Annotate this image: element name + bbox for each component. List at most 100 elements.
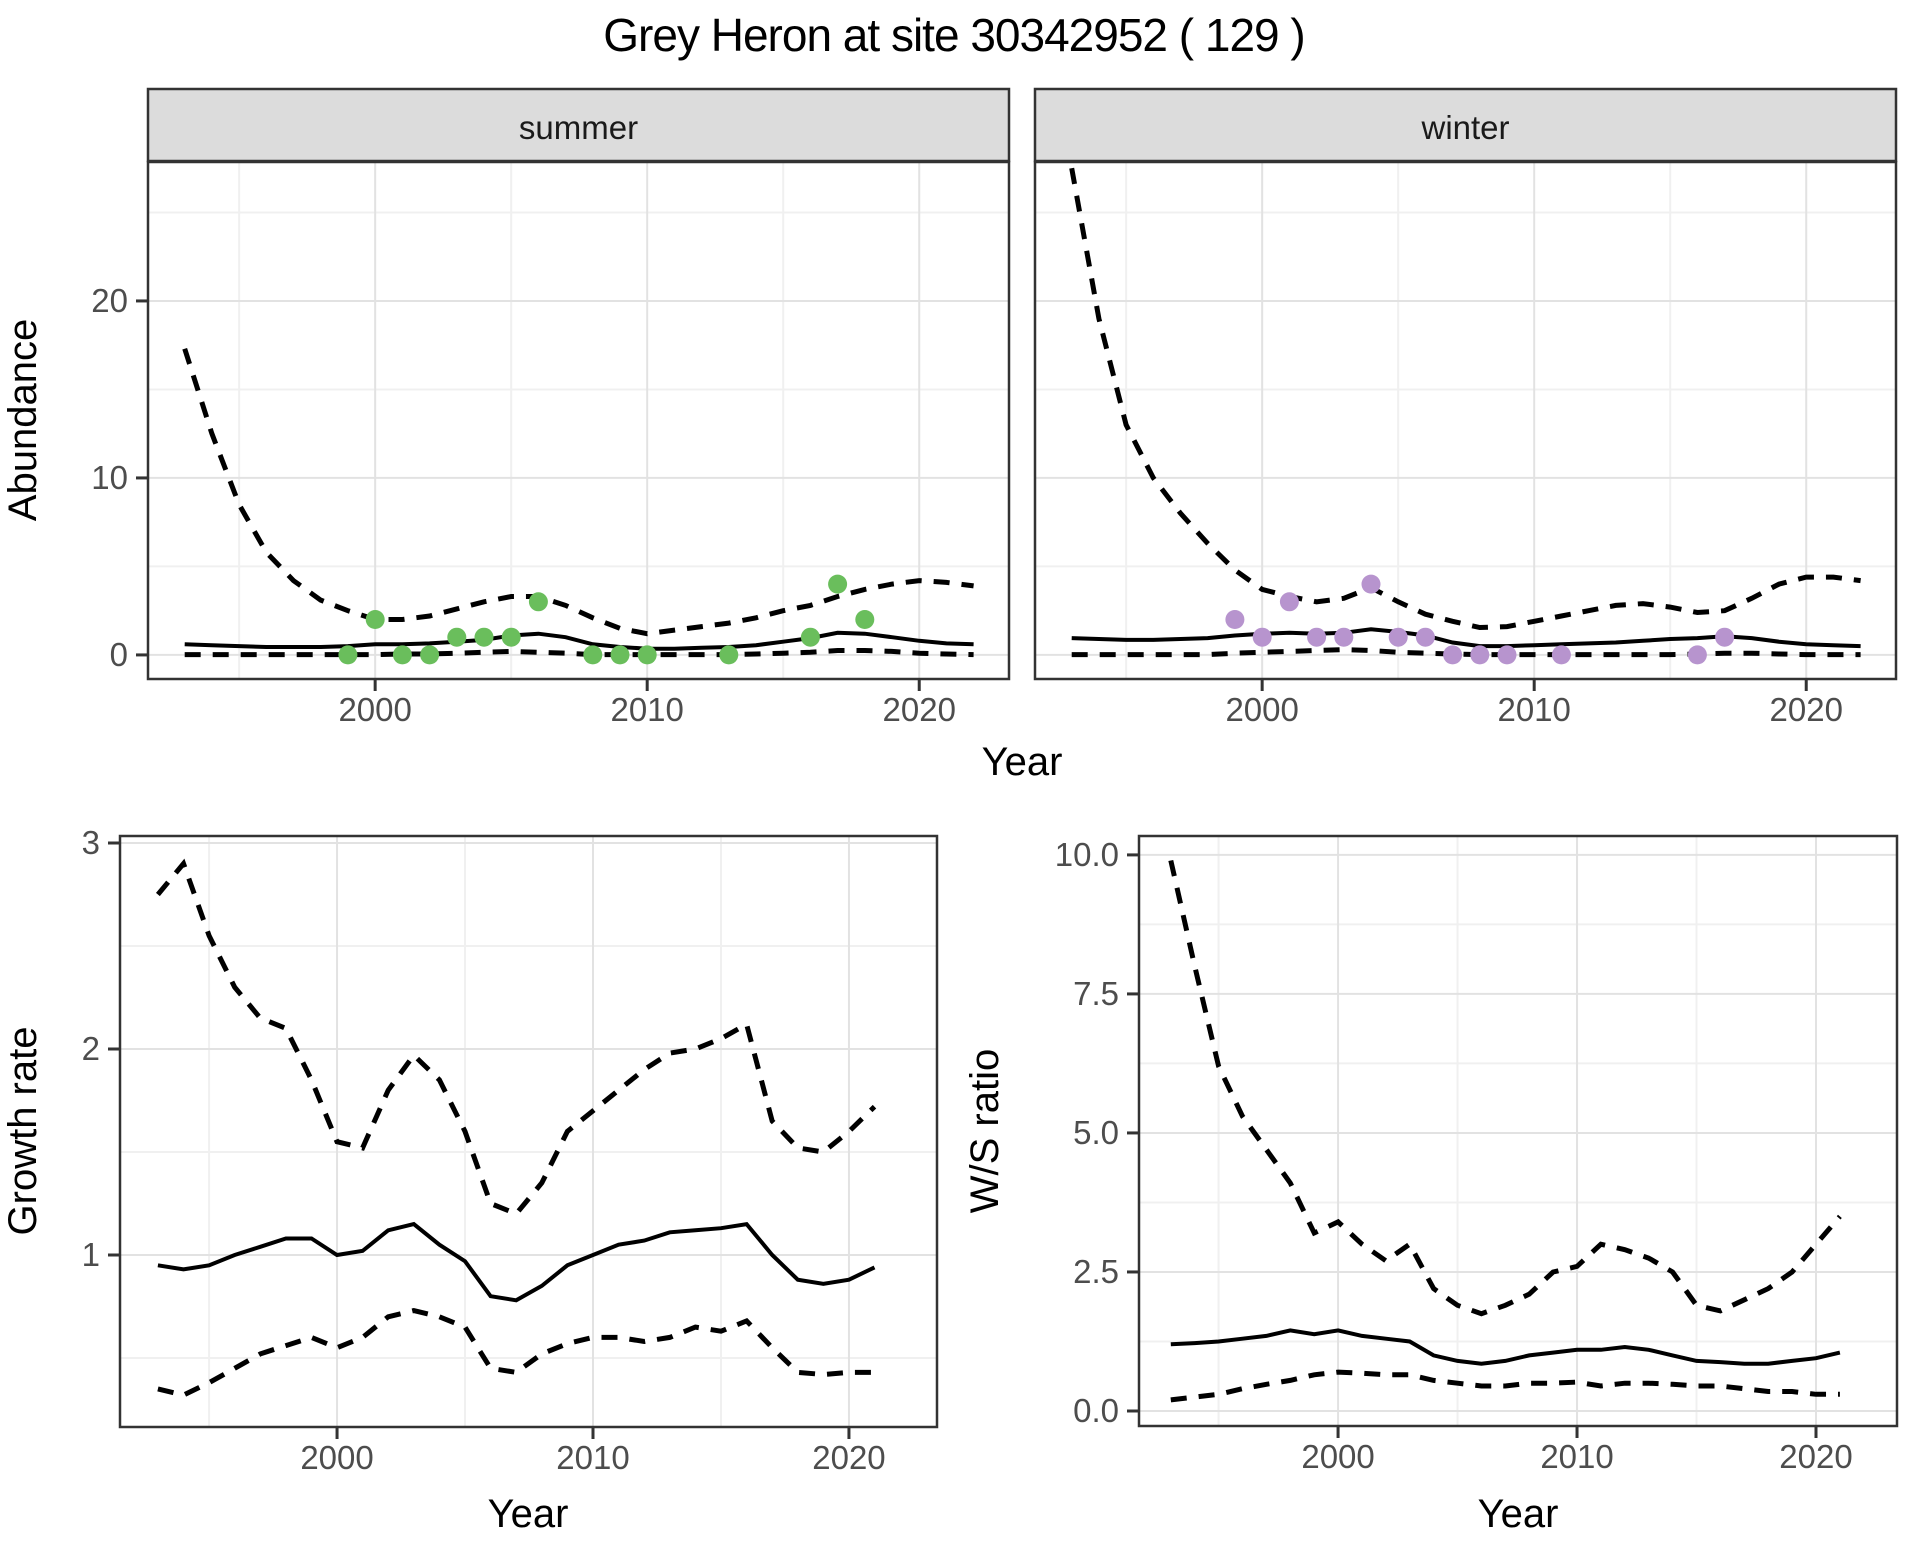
grid-minor — [1139, 836, 1897, 1426]
y-tick-label: 7.5 — [1073, 975, 1119, 1012]
x-tick-label: 2000 — [300, 1439, 373, 1476]
panel-background — [1139, 836, 1897, 1426]
series-median-line — [184, 630, 974, 651]
data-point — [1715, 627, 1735, 647]
series-lower-95ci-line — [184, 648, 974, 658]
data-point — [501, 627, 521, 647]
data-point — [420, 645, 440, 665]
data-point — [1334, 627, 1354, 647]
data-point — [800, 627, 820, 647]
y-tick-label: 10.0 — [1055, 836, 1119, 873]
y-axis: 0.0 2.5 5.0 7.5 10.0 — [1055, 836, 1139, 1429]
data-point — [1361, 574, 1381, 594]
y-axis-title: W/S ratio — [963, 1049, 1007, 1213]
series-median-line — [157, 1221, 876, 1303]
x-tick-label: 2010 — [610, 691, 683, 728]
facet-strip — [146, 87, 1011, 163]
x-tick-label: 2010 — [1497, 691, 1570, 728]
data-point — [855, 610, 875, 629]
data-point — [1470, 645, 1490, 665]
y-tick-label: 20 — [91, 282, 128, 319]
observed-abundance-points — [338, 574, 875, 665]
x-tick-label: 2020 — [1779, 1438, 1852, 1475]
x-axis: 2000 2010 2020 — [338, 679, 956, 728]
data-point — [528, 592, 548, 612]
panel-background — [120, 836, 937, 1427]
grid-major — [148, 162, 1009, 679]
data-point — [447, 627, 467, 647]
series-lower-95ci-line — [1170, 1369, 1840, 1403]
x-axis-title: Year — [1478, 1492, 1559, 1536]
panel-border — [1137, 834, 1899, 1428]
data-point — [1551, 645, 1571, 665]
panel-growth-rate: 2000 2010 2020 1 2 3 — [82, 824, 939, 1476]
y-tick-label: 3 — [82, 824, 100, 861]
panel-border — [118, 834, 939, 1429]
y-tick-label: 10 — [91, 459, 128, 496]
series-lower-95ci-line — [1071, 647, 1861, 658]
chart-title: Grey Heron at site 30342952 ( 129 ) — [603, 9, 1305, 61]
data-point — [1687, 645, 1707, 665]
facet-strip — [1033, 87, 1898, 163]
grid-major — [120, 836, 937, 1427]
x-axis: 2000 2010 2020 — [1225, 679, 1843, 728]
data-point — [637, 645, 657, 665]
data-point — [583, 645, 603, 665]
y-tick-label: 1 — [82, 1236, 100, 1273]
data-point — [338, 645, 358, 665]
data-point — [719, 645, 739, 665]
y-tick-label: 0 — [110, 636, 128, 673]
x-tick-label: 2000 — [1301, 1438, 1374, 1475]
panel-ws-ratio: 2000 2010 2020 0.0 2.5 5.0 7.5 10.0 — [1055, 834, 1899, 1475]
series-upper-95ci-line — [1069, 167, 1861, 631]
data-point — [1252, 627, 1272, 647]
data-point — [610, 645, 630, 665]
data-point — [474, 627, 494, 647]
x-axis-title: Year — [488, 1492, 569, 1536]
data-point — [1497, 645, 1517, 665]
x-tick-label: 2010 — [556, 1439, 629, 1476]
facet-strip-label: winter — [1420, 109, 1509, 146]
y-axis: 1 2 3 — [82, 824, 120, 1273]
x-tick-label: 2000 — [338, 691, 411, 728]
panel-abundance-winter: winter 2000 2010 2020 — [1033, 87, 1898, 728]
x-tick-label: 2020 — [883, 691, 956, 728]
x-axis-title: Year — [982, 740, 1063, 784]
grid-minor — [1035, 162, 1896, 679]
y-tick-label: 0.0 — [1073, 1392, 1119, 1429]
data-point — [1225, 610, 1245, 629]
grid-minor — [148, 162, 1009, 679]
x-axis: 2000 2010 2020 — [1301, 1426, 1853, 1475]
x-tick-label: 2020 — [1770, 691, 1843, 728]
x-tick-label: 2010 — [1540, 1438, 1613, 1475]
data-point — [1307, 627, 1327, 647]
panel-abundance-summer: summer 2000 2010 2020 0 10 20 — [91, 87, 1011, 728]
data-point — [1443, 645, 1463, 665]
series-median-line — [1170, 1328, 1841, 1366]
data-point — [392, 645, 412, 665]
y-axis: 0 10 20 — [91, 282, 148, 673]
y-axis-title: Growth rate — [1, 1027, 45, 1236]
x-tick-label: 2000 — [1225, 691, 1298, 728]
y-tick-label: 5.0 — [1073, 1114, 1119, 1151]
y-tick-label: 2.5 — [1073, 1253, 1119, 1290]
x-tick-label: 2020 — [812, 1439, 885, 1476]
data-point — [1279, 592, 1299, 612]
facet-strip-label: summer — [519, 109, 638, 146]
y-tick-label: 2 — [82, 1030, 100, 1067]
y-axis-title: Abundance — [1, 319, 45, 521]
series-upper-95ci-line — [1168, 859, 1842, 1317]
data-point — [1388, 627, 1408, 647]
panel-background — [1035, 162, 1896, 679]
data-point — [828, 574, 848, 594]
panel-background — [148, 162, 1009, 679]
data-point — [1415, 627, 1435, 647]
series-upper-95ci-line — [182, 347, 974, 637]
observed-abundance-points — [1225, 574, 1735, 665]
x-axis: 2000 2010 2020 — [300, 1427, 886, 1476]
grid-major — [1139, 836, 1897, 1426]
series-upper-95ci-line — [155, 858, 877, 1217]
data-point — [365, 610, 385, 629]
